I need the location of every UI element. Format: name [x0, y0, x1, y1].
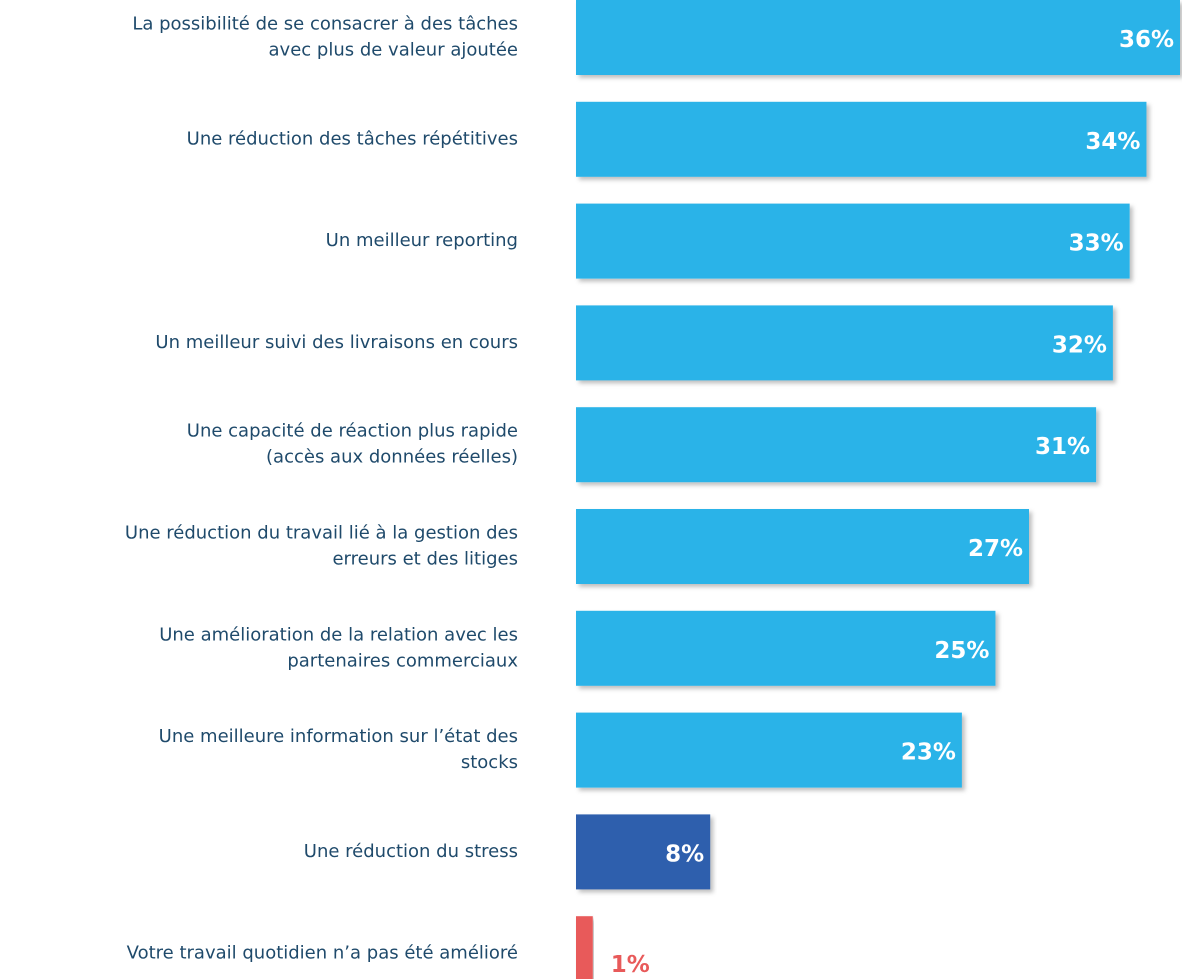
- value-label: 36%: [1119, 27, 1174, 53]
- bar: [576, 712, 962, 788]
- bar: [576, 0, 1180, 75]
- bar: [576, 407, 1097, 483]
- value-label: 25%: [934, 638, 989, 664]
- category-label: Votre travail quotidien n’a pas été amél…: [127, 943, 518, 964]
- category-label: Une amélioration de la relation avec les: [159, 624, 518, 645]
- bar: [576, 305, 1113, 381]
- category-label: Une réduction des tâches répétitives: [187, 128, 518, 149]
- bar: [576, 814, 711, 890]
- category-label: Une réduction du travail lié à la gestio…: [125, 523, 518, 544]
- category-label: erreurs et des litiges: [332, 549, 518, 570]
- bar: [576, 203, 1130, 279]
- value-label: 27%: [968, 536, 1023, 562]
- value-label: 32%: [1052, 332, 1107, 358]
- bar: [576, 509, 1029, 584]
- value-label: 33%: [1069, 231, 1124, 257]
- category-label: partenaires commerciaux: [287, 650, 518, 671]
- category-label: Un meilleur suivi des livraisons en cour…: [155, 332, 518, 353]
- category-label: stocks: [461, 752, 518, 773]
- bar: [576, 916, 593, 979]
- category-label: avec plus de valeur ajoutée: [269, 40, 518, 61]
- category-label: Une réduction du stress: [304, 841, 518, 862]
- category-label: Une meilleure information sur l’état des: [159, 726, 518, 747]
- bar: [576, 101, 1147, 177]
- category-label: Une capacité de réaction plus rapide: [187, 421, 518, 442]
- bar: [576, 610, 996, 686]
- value-label: 31%: [1035, 434, 1090, 460]
- value-label: 1%: [611, 952, 650, 978]
- value-label: 23%: [901, 740, 956, 766]
- category-label: Un meilleur reporting: [326, 230, 518, 251]
- value-label: 8%: [665, 841, 704, 867]
- value-label: 34%: [1085, 129, 1140, 155]
- category-label: (accès aux données réelles): [266, 447, 518, 468]
- category-label: La possibilité de se consacrer à des tâc…: [132, 14, 518, 35]
